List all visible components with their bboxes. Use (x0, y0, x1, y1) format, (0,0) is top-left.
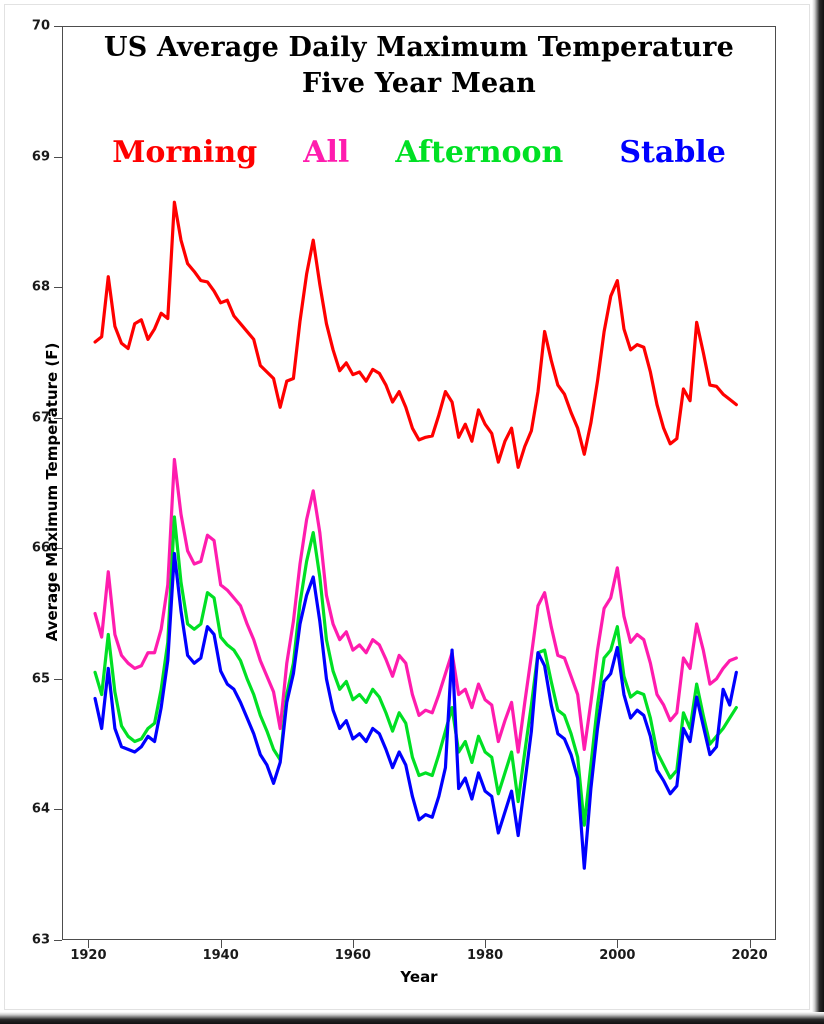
series-line-stable (93, 551, 738, 870)
x-tick-mark (617, 940, 619, 948)
y-tick-mark (54, 678, 62, 680)
y-tick-mark (54, 156, 62, 158)
x-tick-label: 2020 (731, 948, 768, 963)
y-tick-mark (54, 548, 62, 550)
y-tick-label: 63 (31, 932, 50, 948)
x-tick-mark (88, 940, 90, 948)
y-tick-mark (54, 809, 62, 811)
y-tick-label: 65 (31, 671, 50, 687)
y-tick-mark (54, 940, 62, 941)
x-tick-mark (352, 940, 354, 948)
x-tick-label: 1980 (467, 948, 504, 963)
y-tick-label: 66 (31, 540, 50, 556)
chart-lines (93, 200, 738, 870)
x-tick-label: 1920 (70, 948, 107, 963)
x-axis-title: Year (400, 968, 438, 986)
y-tick-label: 70 (31, 18, 50, 34)
y-tick-mark (54, 26, 62, 27)
y-tick-mark (54, 417, 62, 419)
y-tick-label: 64 (31, 801, 50, 817)
x-tick-mark (485, 940, 487, 948)
x-tick-label: 2000 (599, 948, 636, 963)
x-tick-label: 1940 (202, 948, 239, 963)
x-tick-mark (220, 940, 222, 948)
y-tick-mark (54, 287, 62, 289)
plot-area-frame (62, 26, 776, 940)
series-line-all (93, 457, 738, 754)
y-tick-label: 69 (31, 149, 50, 165)
series-line-morning (93, 200, 738, 469)
x-tick-label: 1960 (334, 948, 371, 963)
series-line-afternoon (93, 515, 738, 827)
x-tick-mark (749, 940, 751, 948)
y-tick-label: 67 (31, 410, 50, 426)
y-tick-label: 68 (31, 279, 50, 295)
figure-shadow-right (812, 0, 824, 1024)
figure-shadow-bottom (0, 1012, 824, 1024)
y-axis-title: Average Maximum Temperature (F) (43, 342, 61, 642)
